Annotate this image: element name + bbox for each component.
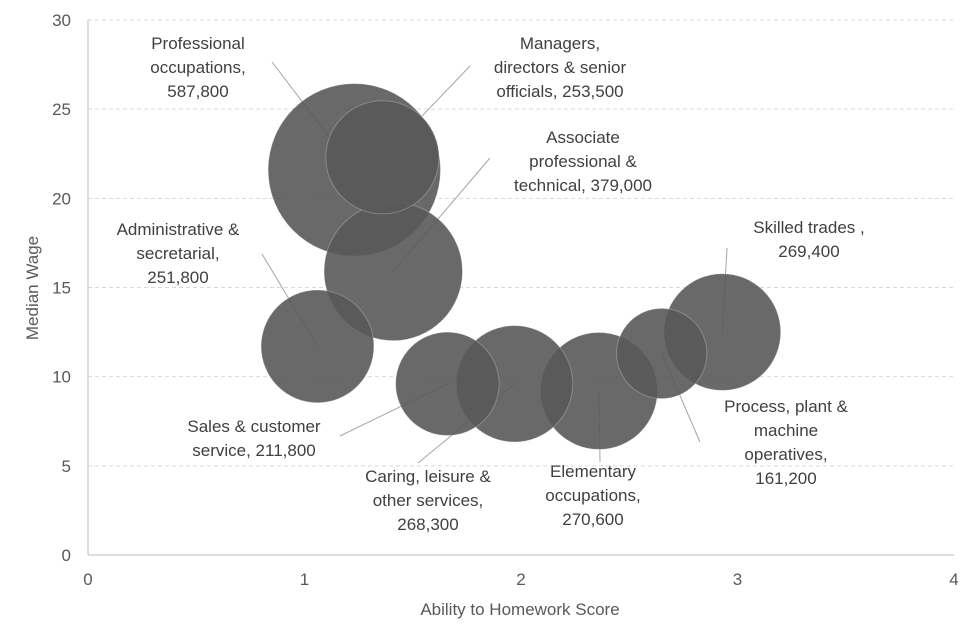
- bubble-label-line: operatives,: [744, 445, 827, 464]
- bubble-labels: Professional occupations, 587,800 Managers,…: [117, 34, 865, 534]
- bubble-label-line: 161,200: [755, 469, 816, 488]
- bubble-label: Process, plant & machine operatives, 161,20…: [724, 397, 848, 488]
- y-tick-label: 5: [62, 457, 71, 476]
- bubble-label-line: officials, 253,500: [496, 82, 623, 101]
- x-tick-label: 4: [949, 570, 958, 589]
- bubble-label-line: Administrative &: [117, 220, 240, 239]
- bubble-label-line: Associate: [546, 128, 620, 147]
- bubble-label: Sales & customer service, 211,800: [187, 417, 321, 460]
- y-tick-label: 25: [52, 100, 71, 119]
- x-tick-label: 3: [733, 570, 742, 589]
- bubble-label-line: directors & senior: [494, 58, 627, 77]
- bubble-label-line: 251,800: [147, 268, 208, 287]
- bubble-label-line: secretarial,: [136, 244, 219, 263]
- bubble-label-line: 270,600: [562, 510, 623, 529]
- bubble-label: Administrative & secretarial, 251,800: [117, 220, 240, 287]
- bubble-label-line: occupations,: [150, 58, 245, 77]
- bubble-label: Professional occupations, 587,800: [150, 34, 245, 101]
- bubble-label-line: Managers,: [520, 34, 600, 53]
- x-tick-label: 0: [83, 570, 92, 589]
- bubble-point: [616, 307, 708, 400]
- bubble-label-line: technical, 379,000: [514, 176, 652, 195]
- bubble-label: Caring, leisure & other services, 268,300: [365, 467, 491, 534]
- bubble-label-line: machine: [754, 421, 818, 440]
- x-tick-label: 2: [516, 570, 525, 589]
- bubble-label-line: Caring, leisure &: [365, 467, 491, 486]
- bubble-label-line: 587,800: [167, 82, 228, 101]
- bubble-label-line: Professional: [151, 34, 245, 53]
- bubble-point: [260, 289, 375, 404]
- y-tick-label: 30: [52, 11, 71, 30]
- bubble-label-line: service, 211,800: [192, 441, 315, 460]
- bubble-label: Elementary occupations, 270,600: [545, 462, 640, 529]
- y-axis-title: Median Wage: [23, 236, 42, 340]
- bubble-label: Associate professional & technical, 379,00…: [514, 128, 652, 195]
- bubble-label-line: Process, plant &: [724, 397, 848, 416]
- y-tick-label: 10: [52, 368, 71, 387]
- bubble-label-line: Sales & customer: [187, 417, 321, 436]
- y-tick-label: 15: [52, 279, 71, 298]
- gridlines: [88, 19, 954, 467]
- bubble-label: Managers, directors & senior officials, 25…: [494, 34, 627, 101]
- bubble-label: Skilled trades , 269,400: [753, 218, 865, 261]
- bubbles: [260, 83, 782, 450]
- bubble-label-line: 269,400: [778, 242, 839, 261]
- bubble-label-line: professional &: [529, 152, 637, 171]
- y-tick-label: 20: [52, 189, 71, 208]
- x-tick-label: 1: [300, 570, 309, 589]
- y-tick-label: 0: [62, 546, 71, 565]
- bubble-label-line: 268,300: [397, 515, 458, 534]
- axes: 0 5 10 15 20 25 30 0 1 2 3 4: [52, 11, 959, 589]
- bubble-label-line: Skilled trades ,: [753, 218, 865, 237]
- bubble-label-line: other services,: [373, 491, 484, 510]
- x-axis-title: Ability to Homework Score: [420, 600, 619, 619]
- bubble-point: [325, 100, 440, 215]
- bubble-label-line: Elementary: [550, 462, 636, 481]
- bubble-point: [395, 331, 500, 437]
- bubble-label-line: occupations,: [545, 486, 640, 505]
